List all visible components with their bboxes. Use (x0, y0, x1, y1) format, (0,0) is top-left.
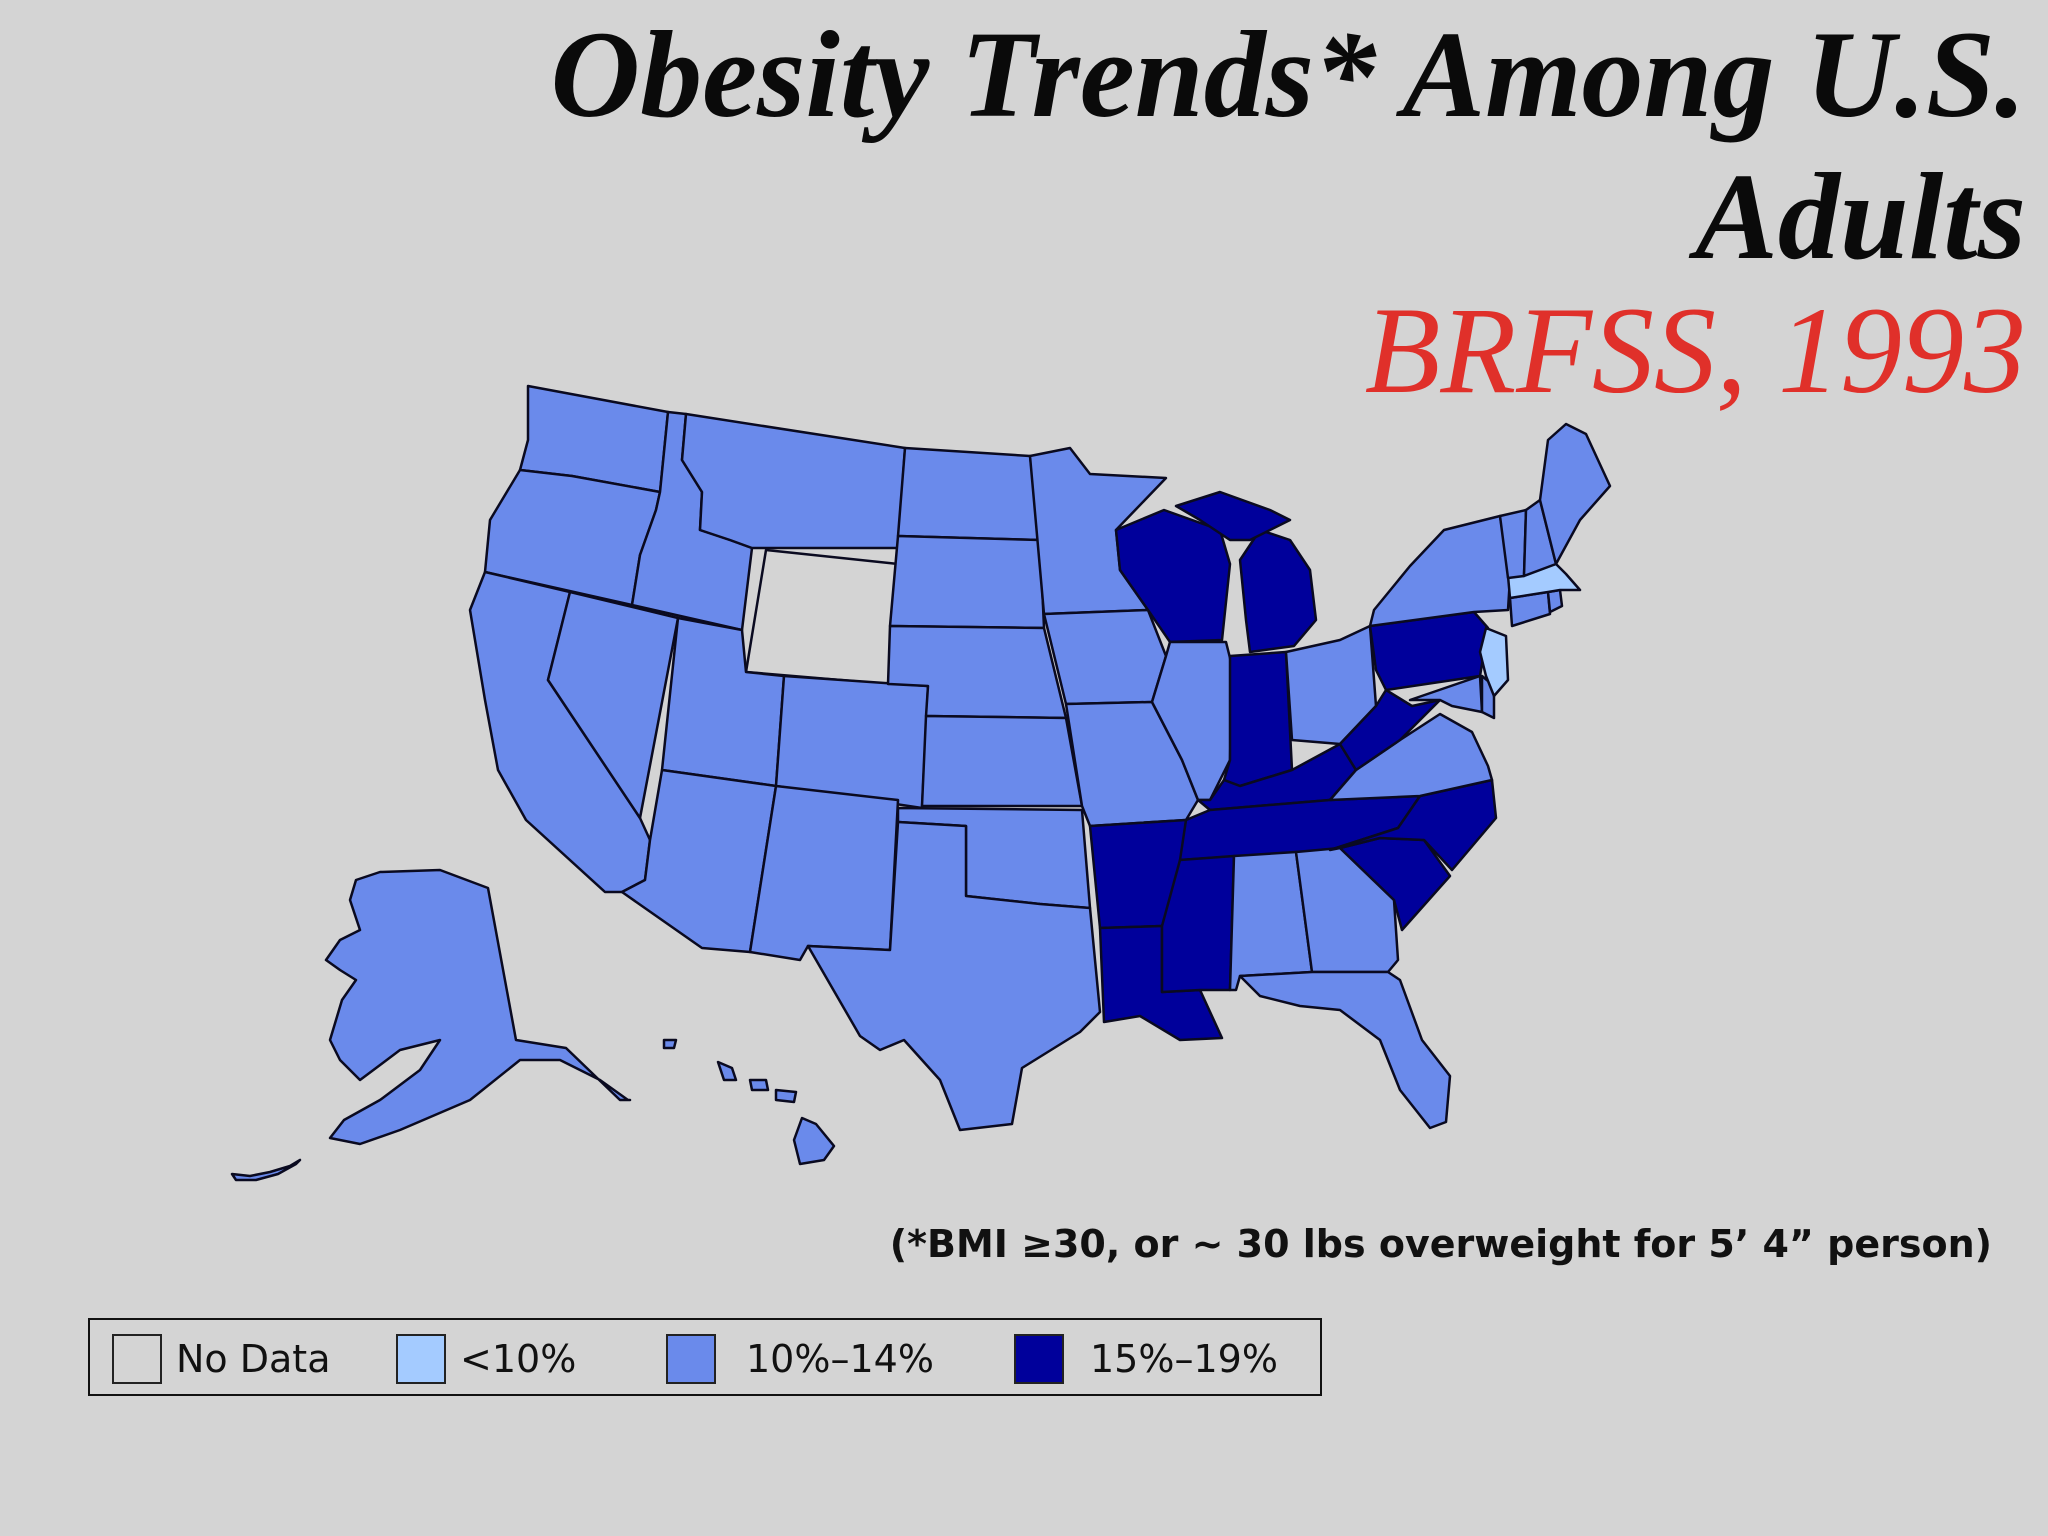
state-north-dakota (896, 446, 1042, 542)
legend-item-15-19: 15%–19% (1014, 1334, 1278, 1384)
state-hawaii-isl1 (716, 1060, 738, 1082)
state-north-carolina (1328, 778, 1498, 872)
state-michigan-up (1174, 490, 1292, 542)
legend-item-no-data: No Data (112, 1334, 331, 1384)
state-indiana (1222, 650, 1294, 788)
state-iowa (1042, 608, 1168, 706)
title-line-1: Obesity Trends* Among U.S. (550, 6, 2026, 143)
legend-label-no-data: No Data (176, 1337, 331, 1381)
legend-label-10-14: 10%–14% (746, 1337, 934, 1381)
state-west-virginia (1338, 688, 1442, 772)
state-new-jersey (1478, 626, 1510, 698)
legend-item-lt10: <10% (396, 1334, 576, 1384)
legend-swatch-no-data (112, 1334, 162, 1384)
map-subtitle: BRFSS, 1993 (1364, 282, 2026, 419)
legend-label-lt10: <10% (460, 1337, 577, 1381)
legend-label-15-19: 15%–19% (1090, 1337, 1278, 1381)
state-rhode-island (1546, 588, 1564, 614)
footnote: (*BMI ≥30, or ~ 30 lbs overweight for 5’… (889, 1222, 1992, 1266)
legend-item-10-14: 10%–14% (666, 1334, 934, 1384)
state-maine (1538, 422, 1612, 566)
state-alaska-islands (230, 1158, 302, 1182)
state-wisconsin (1114, 508, 1232, 644)
state-alaska (324, 868, 632, 1146)
state-hawaii-isl3 (774, 1088, 798, 1104)
state-hawaii-isl2 (748, 1078, 770, 1092)
legend-swatch-10-14 (666, 1334, 716, 1384)
state-wyoming (744, 548, 900, 686)
legend: No Data <10% 10%–14% 15%–19% (88, 1318, 1322, 1396)
state-south-dakota (888, 534, 1046, 630)
state-maryland (1408, 674, 1484, 714)
legend-swatch-15-19 (1014, 1334, 1064, 1384)
state-texas (806, 820, 1102, 1132)
state-new-york (1368, 514, 1512, 628)
state-new-mexico (748, 784, 900, 962)
title-line-2: Adults (1695, 148, 2026, 285)
state-hawaii-isl4 (662, 1038, 678, 1050)
state-kansas (920, 714, 1084, 808)
state-michigan (1238, 528, 1318, 654)
state-florida (1238, 970, 1452, 1130)
state-nevada (546, 590, 680, 820)
legend-swatch-lt10 (396, 1334, 446, 1384)
state-hawaii (792, 1116, 836, 1166)
map-title: Obesity Trends* Among U.S. Adults (551, 4, 2026, 288)
state-montana (680, 412, 907, 550)
